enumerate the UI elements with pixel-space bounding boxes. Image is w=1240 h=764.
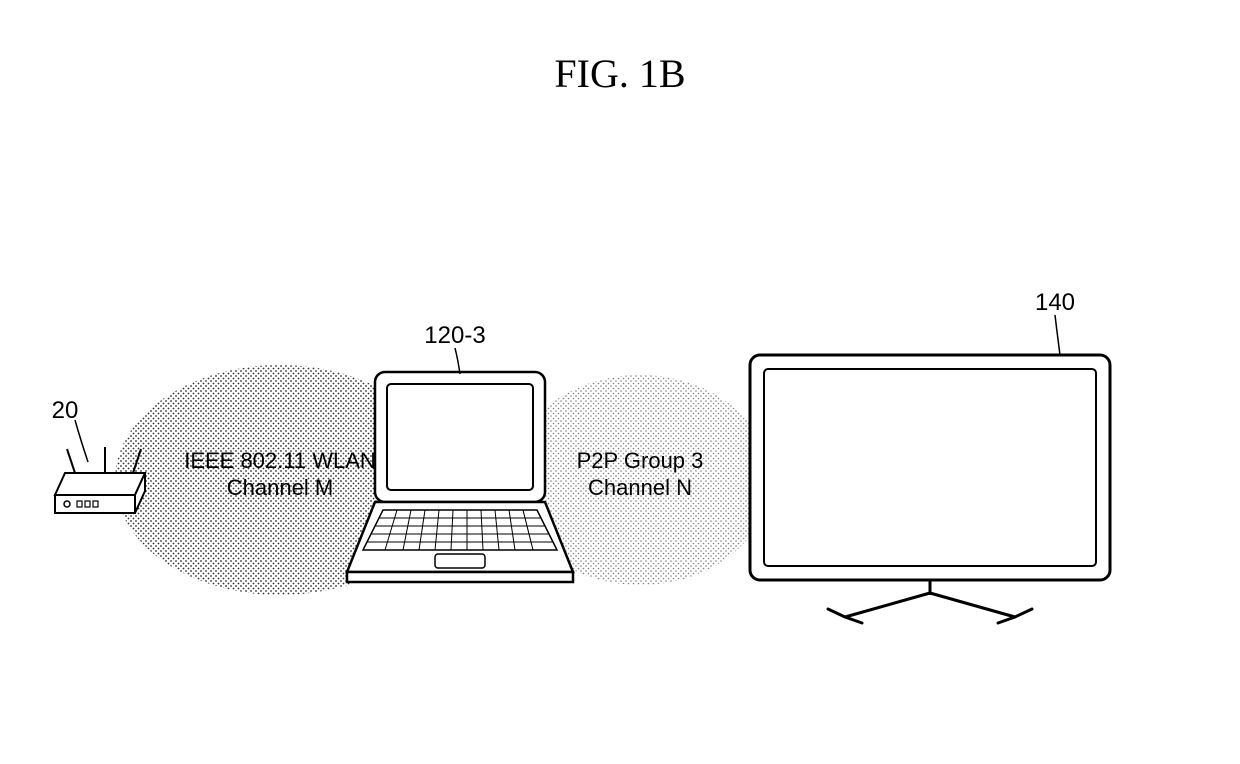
ref-laptop: 120-3: [424, 322, 485, 349]
ref-tv-leader: [1055, 315, 1060, 355]
p2p-label-line1: P2P Group 3: [577, 448, 704, 473]
ref-router-leader: [75, 420, 88, 462]
p2p-label-line2: Channel N: [588, 475, 692, 500]
tv-icon: [750, 355, 1110, 623]
wlan-label-line2: Channel M: [227, 475, 333, 500]
ref-router: 20: [52, 397, 79, 424]
ref-tv: 140: [1035, 289, 1075, 316]
diagram-canvas: IEEE 802.11 WLAN Channel M P2P Group 3 C…: [0, 0, 1240, 764]
ref-laptop-leader: [455, 348, 460, 374]
laptop-icon: [347, 372, 573, 582]
wlan-label-line1: IEEE 802.11 WLAN: [184, 448, 376, 473]
